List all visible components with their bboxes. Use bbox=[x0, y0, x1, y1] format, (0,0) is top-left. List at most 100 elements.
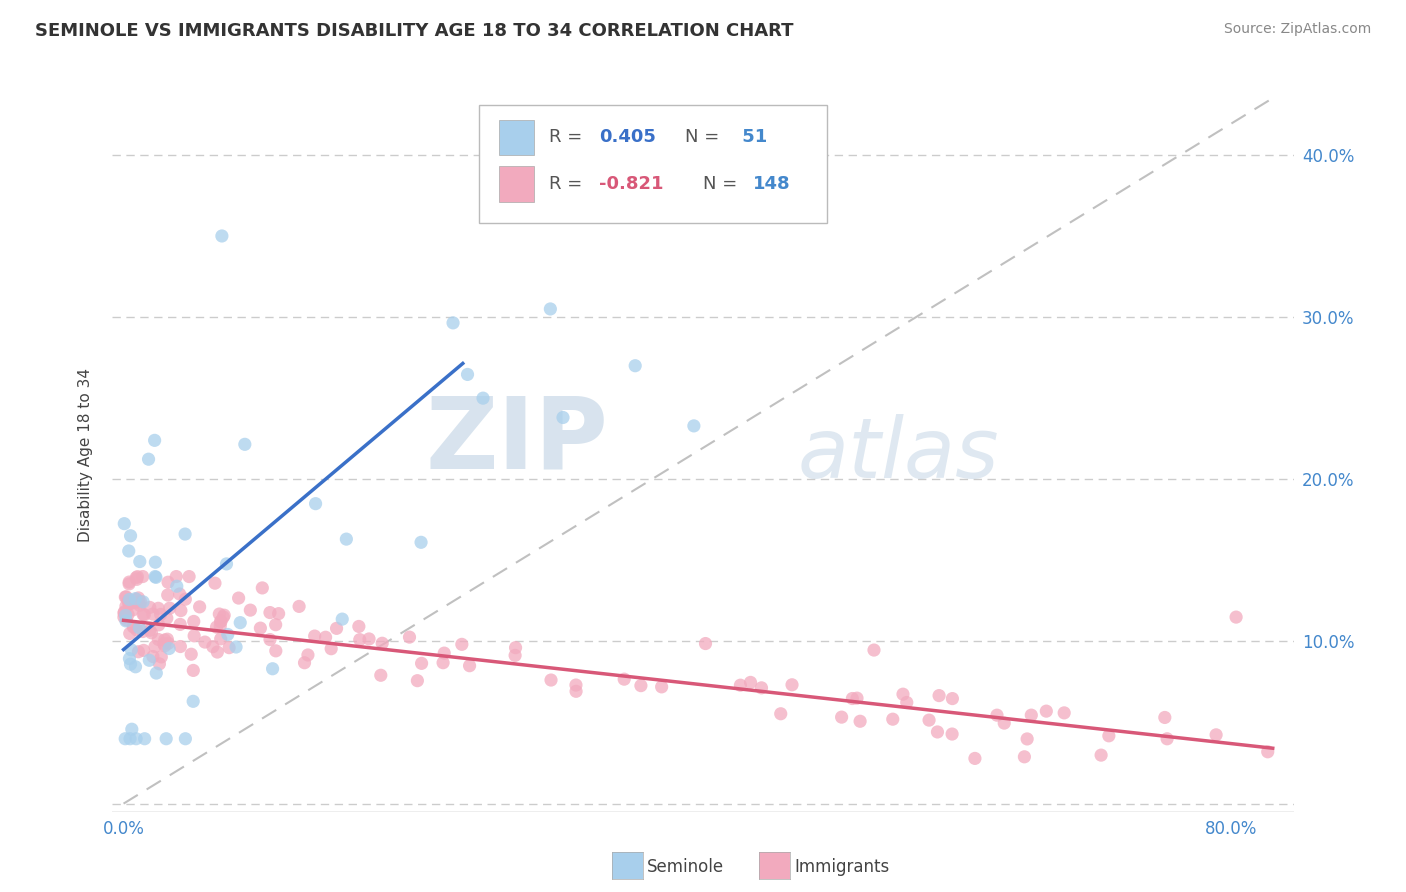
Y-axis label: Disability Age 18 to 34: Disability Age 18 to 34 bbox=[79, 368, 93, 542]
Bar bbox=[499, 166, 534, 202]
Point bbox=[115, 613, 138, 627]
Point bbox=[1205, 728, 1227, 742]
Point bbox=[986, 708, 1008, 723]
Point bbox=[863, 643, 886, 657]
Point bbox=[458, 658, 481, 673]
Point bbox=[125, 573, 148, 587]
Point bbox=[174, 731, 197, 746]
Point bbox=[370, 668, 392, 682]
Point bbox=[181, 664, 204, 678]
Point bbox=[122, 619, 145, 633]
Point bbox=[849, 714, 872, 729]
Point bbox=[212, 608, 235, 623]
Point bbox=[138, 452, 160, 467]
Point bbox=[357, 632, 380, 646]
Point bbox=[148, 657, 170, 671]
Point bbox=[157, 636, 180, 650]
Point bbox=[846, 691, 869, 706]
Point bbox=[208, 607, 231, 621]
Point bbox=[117, 607, 139, 622]
Point bbox=[153, 639, 176, 653]
Point bbox=[315, 630, 337, 644]
Point bbox=[252, 581, 274, 595]
Point bbox=[882, 712, 904, 726]
Point bbox=[1153, 710, 1175, 724]
Point bbox=[325, 621, 347, 635]
Point bbox=[127, 591, 149, 605]
Point bbox=[896, 696, 918, 710]
Point bbox=[751, 681, 773, 695]
Point bbox=[120, 529, 142, 543]
Text: R =: R = bbox=[550, 128, 589, 146]
Point bbox=[139, 600, 162, 615]
Point bbox=[128, 599, 150, 613]
Point bbox=[157, 641, 180, 656]
Point bbox=[127, 569, 149, 583]
Point bbox=[112, 516, 135, 531]
Point bbox=[1156, 731, 1178, 746]
Point bbox=[148, 618, 170, 632]
Point bbox=[194, 635, 217, 649]
Point bbox=[941, 727, 963, 741]
Point bbox=[228, 591, 250, 605]
Point bbox=[142, 607, 165, 621]
Point bbox=[169, 587, 191, 601]
Point bbox=[121, 596, 143, 610]
Point bbox=[134, 607, 156, 622]
Point bbox=[229, 615, 252, 630]
Point bbox=[118, 544, 141, 558]
Point bbox=[118, 626, 141, 640]
Point bbox=[166, 579, 188, 593]
Point bbox=[207, 645, 229, 659]
Point bbox=[183, 629, 205, 643]
Point bbox=[212, 610, 235, 624]
Point bbox=[138, 653, 160, 667]
Point bbox=[730, 678, 752, 692]
Point bbox=[128, 595, 150, 609]
Point bbox=[153, 632, 176, 647]
Text: ZIP: ZIP bbox=[426, 392, 609, 489]
Point bbox=[927, 725, 949, 739]
Point bbox=[118, 731, 141, 746]
Point bbox=[156, 611, 179, 625]
Point bbox=[551, 410, 574, 425]
Point bbox=[155, 731, 177, 746]
Point bbox=[347, 619, 370, 633]
Point bbox=[538, 301, 561, 316]
Point bbox=[124, 660, 146, 674]
Point bbox=[1017, 731, 1039, 746]
Point bbox=[115, 590, 138, 604]
Point bbox=[132, 624, 155, 639]
Point bbox=[505, 640, 527, 655]
Text: N =: N = bbox=[685, 128, 725, 146]
Point bbox=[134, 731, 156, 746]
Point bbox=[205, 620, 228, 634]
Point bbox=[928, 689, 950, 703]
Text: Immigrants: Immigrants bbox=[794, 858, 890, 876]
Point bbox=[262, 662, 284, 676]
Point bbox=[209, 619, 232, 633]
Point bbox=[143, 569, 166, 583]
Point bbox=[121, 603, 143, 617]
Point bbox=[993, 716, 1015, 731]
Point bbox=[118, 651, 141, 665]
Point bbox=[177, 569, 200, 583]
Point bbox=[695, 636, 717, 650]
Point bbox=[141, 625, 163, 640]
Point bbox=[124, 591, 146, 606]
Point bbox=[831, 710, 853, 724]
Point bbox=[335, 532, 357, 546]
Text: 51: 51 bbox=[737, 128, 768, 146]
Point bbox=[371, 636, 394, 650]
Point bbox=[159, 601, 181, 615]
Point bbox=[145, 570, 167, 584]
Point bbox=[1053, 706, 1076, 720]
Point bbox=[1098, 729, 1121, 743]
Point bbox=[152, 637, 174, 651]
Point bbox=[204, 576, 226, 591]
Point bbox=[115, 599, 138, 614]
Point bbox=[406, 673, 429, 688]
Point bbox=[114, 605, 136, 619]
Point bbox=[201, 640, 224, 654]
Point bbox=[1014, 749, 1036, 764]
